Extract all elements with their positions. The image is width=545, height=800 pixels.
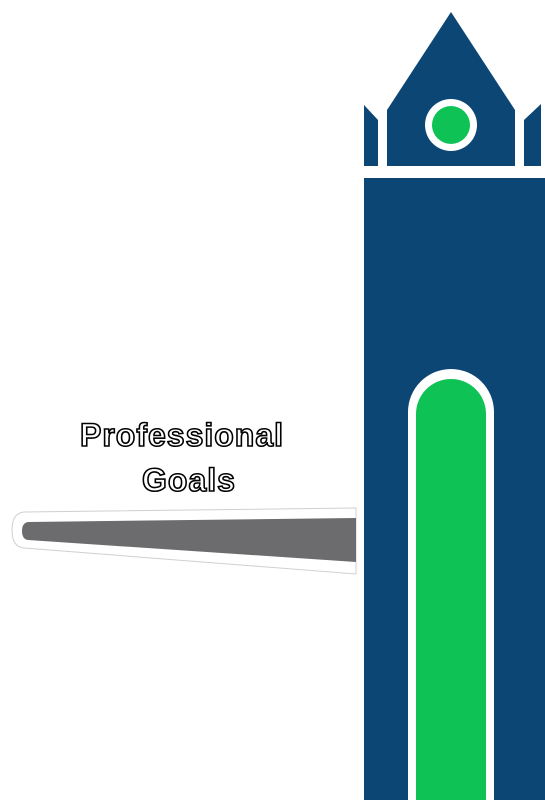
- tapered-pointer-bar: [11, 507, 357, 575]
- tower-left-spire: [364, 105, 378, 166]
- tower-right-spire: [524, 104, 541, 166]
- tower-roof: [387, 12, 515, 166]
- arched-window-icon: [416, 379, 486, 800]
- clock-tower-illustration: [354, 0, 545, 800]
- title-line-2: Goals: [142, 462, 236, 498]
- pointer-fill: [22, 518, 356, 562]
- title-line-1: Professional: [80, 417, 284, 453]
- clock-face-icon: [432, 106, 470, 144]
